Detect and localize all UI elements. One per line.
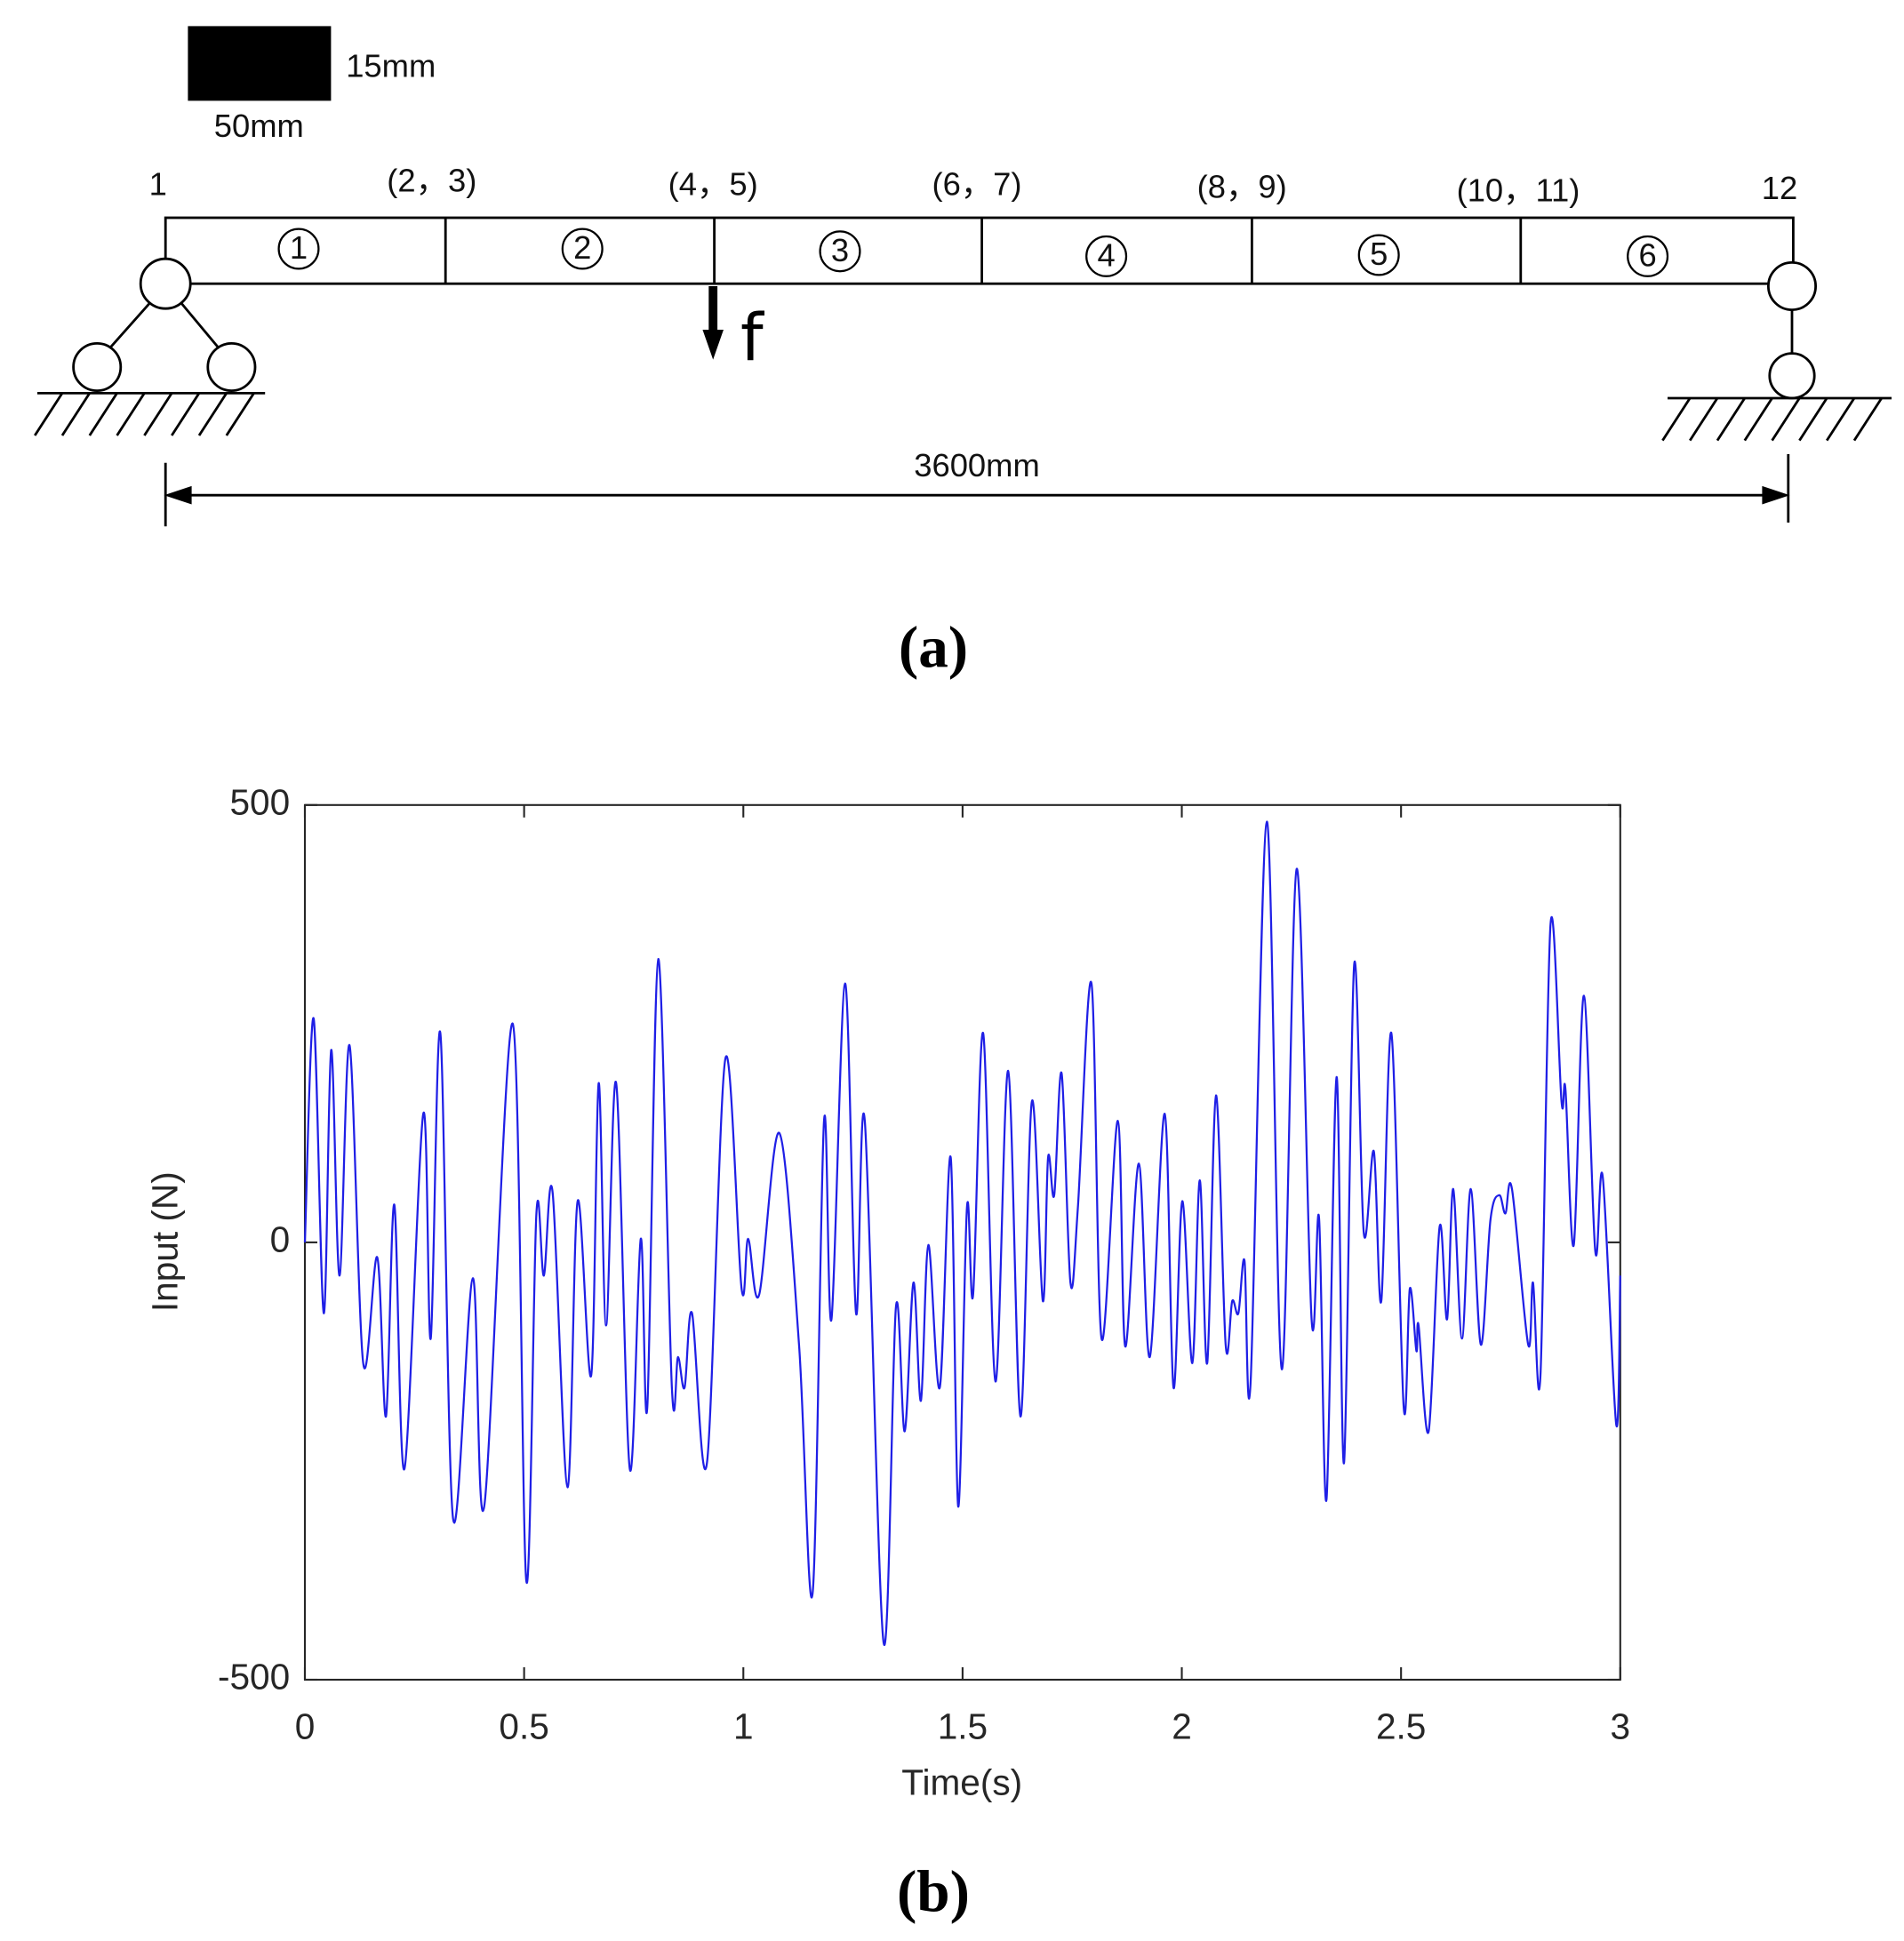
element-label: 4 <box>1097 236 1115 273</box>
section-height: 15mm <box>346 48 436 84</box>
element-label: 6 <box>1638 236 1656 273</box>
plot-box <box>303 803 1621 1681</box>
force-arrow <box>702 286 724 360</box>
force-label: f <box>740 300 765 376</box>
beam <box>164 216 1795 285</box>
x-tick-label: 1 <box>733 1706 754 1747</box>
node-label: (8，9) <box>1197 168 1287 204</box>
x-tick-label: 0 <box>295 1706 316 1747</box>
y-tick-label: -500 <box>218 1657 290 1697</box>
node-label: (6，7) <box>932 166 1021 203</box>
node-label: 12 <box>1762 170 1797 206</box>
element-dividers <box>444 217 1523 284</box>
element-label: 5 <box>1370 236 1388 272</box>
caption-b: (b) <box>897 1857 970 1924</box>
element-label: 2 <box>573 229 591 266</box>
x-tick-label: 2.5 <box>1376 1706 1426 1747</box>
node-label: (4，5) <box>668 166 758 203</box>
y-tick-label: 0 <box>270 1219 291 1260</box>
element-label: 1 <box>290 229 308 266</box>
node-label: (10，11) <box>1457 172 1580 209</box>
x-axis-label: Time(s) <box>901 1762 1022 1803</box>
beam-diagram <box>34 26 1892 527</box>
caption-a: (a) <box>899 613 968 680</box>
element-circles <box>277 228 1669 277</box>
dimension-line <box>164 453 1790 527</box>
x-tick-label: 1.5 <box>938 1706 988 1747</box>
element-label: 3 <box>831 232 849 268</box>
span-label: 3600mm <box>914 447 1040 483</box>
y-tick-label: 500 <box>229 782 290 823</box>
x-tick-label: 3 <box>1611 1706 1631 1747</box>
node-label: 1 <box>149 166 167 203</box>
cross-section <box>188 26 332 101</box>
right-support <box>1661 261 1892 442</box>
signal-line <box>303 820 1621 1647</box>
x-tick-label: 0.5 <box>499 1706 548 1747</box>
node-label: (2，3) <box>387 162 476 198</box>
y-axis-label: Input (N) <box>145 1171 186 1312</box>
section-width: 50mm <box>214 108 304 144</box>
x-tick-label: 2 <box>1172 1706 1192 1747</box>
left-support <box>34 257 266 436</box>
